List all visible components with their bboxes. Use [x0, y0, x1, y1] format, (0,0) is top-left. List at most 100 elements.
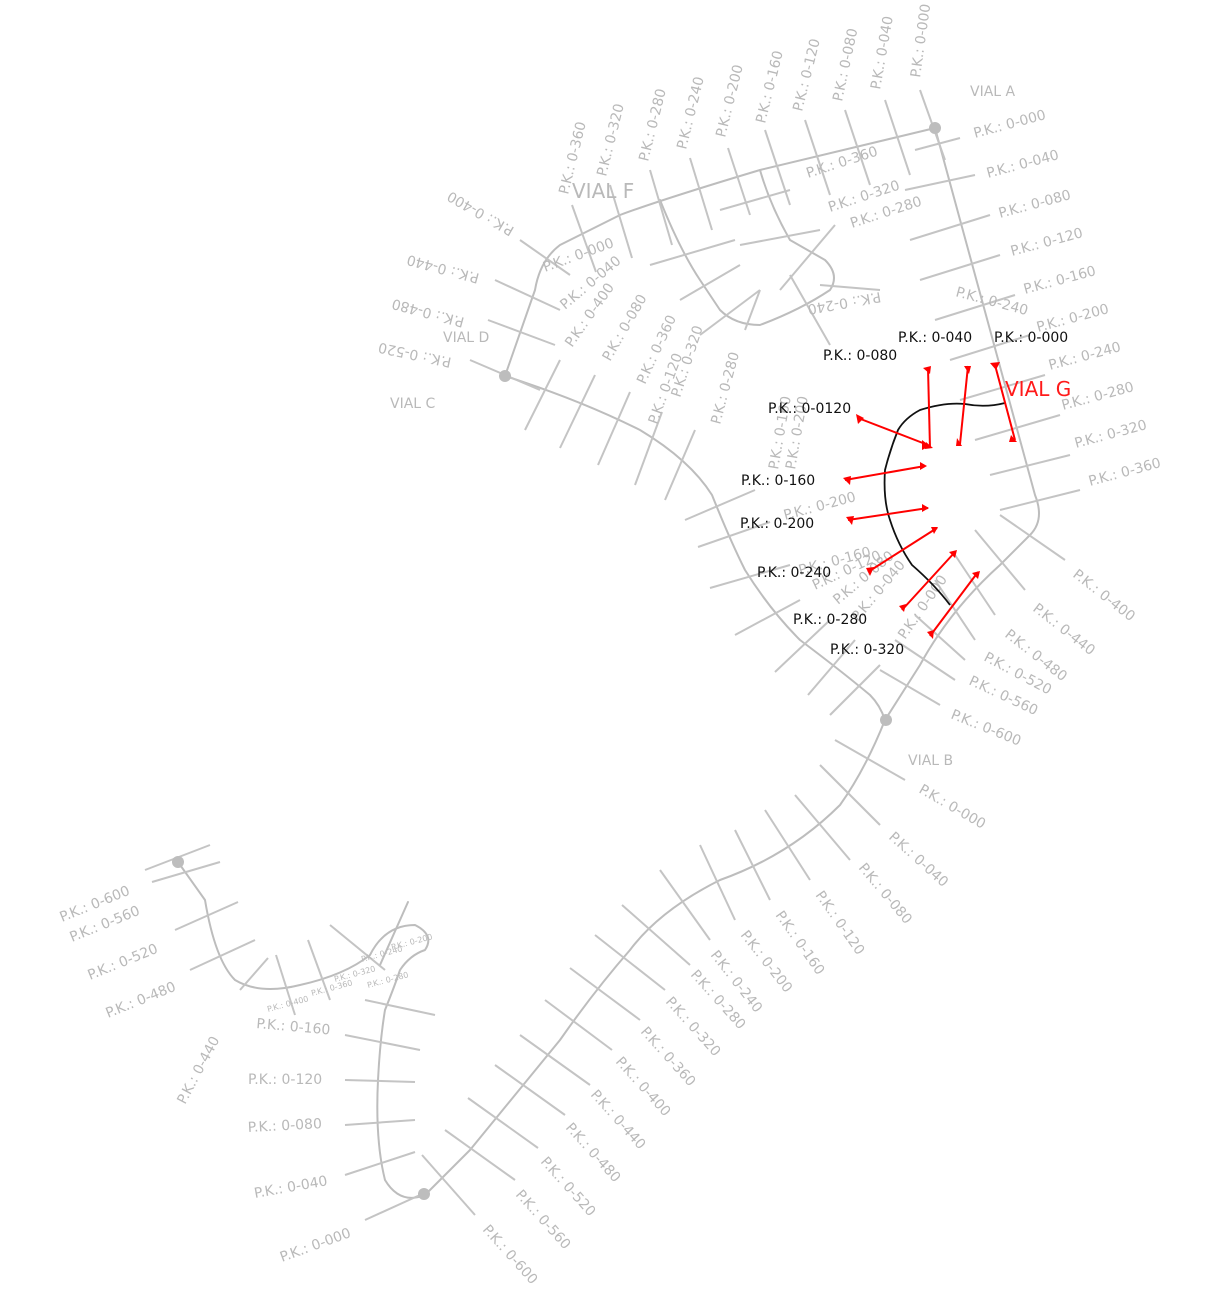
- tick: [804, 119, 831, 196]
- tick: [999, 514, 1066, 561]
- vial-f-top-labels: P.K.: 0-000 P.K.: 0-040 P.K.: 0-080 P.K.…: [556, 3, 934, 196]
- alignment-nodes: [172, 122, 941, 1200]
- tick: [794, 794, 851, 861]
- tick: [727, 147, 751, 216]
- pk-label: P.K.: 0-320: [1073, 417, 1149, 452]
- tick: [421, 1154, 476, 1216]
- pk-label: P.K.: 0-120: [790, 37, 823, 113]
- tick: [544, 999, 613, 1051]
- tick: [275, 954, 296, 1016]
- red-arrow: [846, 516, 854, 525]
- tick: [239, 957, 269, 991]
- pk-label: P.K.: 0-080: [247, 1116, 322, 1136]
- pk-label: P.K.: 0-440: [587, 1087, 649, 1153]
- pk-label: P.K.: 0-160: [256, 1016, 331, 1038]
- pk-label: P.K.: 0-280: [708, 350, 743, 426]
- tick: [174, 901, 239, 931]
- node-vial-b: [880, 714, 892, 726]
- node-vial-c: [499, 370, 511, 382]
- tick: [699, 289, 761, 336]
- pk-label: P.K.: 0-120: [812, 888, 868, 958]
- tick: [914, 614, 966, 661]
- tick: [719, 189, 791, 211]
- red-arrow: [931, 527, 938, 534]
- red-section: [959, 365, 969, 445]
- tick: [819, 284, 881, 291]
- tick: [844, 109, 871, 186]
- pk-label: P.K.: 0-080: [855, 860, 915, 927]
- vial-a-labels: P.K.: 0-000 P.K.: 0-040 P.K.: 0-080 P.K.…: [949, 107, 1163, 749]
- tick: [189, 939, 256, 971]
- red-section: [847, 507, 929, 521]
- tick: [697, 521, 771, 548]
- tick: [597, 391, 631, 466]
- tick: [989, 454, 1071, 476]
- red-section: [929, 571, 979, 637]
- tick: [689, 157, 713, 231]
- tick: [974, 414, 1061, 441]
- tick: [329, 924, 386, 971]
- vial-e-alignment: [177, 861, 430, 1199]
- tick: [649, 239, 736, 266]
- pk-label-g: P.K.: 0-320: [830, 642, 904, 658]
- red-arrow: [899, 604, 906, 612]
- red-section: [994, 364, 1016, 441]
- tick: [494, 279, 561, 311]
- tick: [684, 489, 756, 521]
- pk-label-g: P.K.: 0-280: [793, 612, 867, 628]
- pk-label: P.K.: 0-200: [713, 63, 746, 139]
- pk-label: P.K.: 0-440: [174, 1034, 223, 1107]
- pk-label: P.K.: 0-440: [405, 251, 481, 286]
- pk-label: P.K.: 0-120: [248, 1072, 322, 1088]
- pk-label: P.K.: 0-520: [377, 339, 453, 370]
- tick: [914, 137, 961, 151]
- red-arrow: [920, 462, 927, 470]
- red-arrow: [1009, 435, 1017, 442]
- pk-label: P.K.: 0-040: [985, 147, 1061, 182]
- red-section: [857, 417, 929, 446]
- red-section: [844, 465, 926, 481]
- pk-label: P.K.: 0-120: [1009, 225, 1085, 260]
- red-arrow: [866, 567, 874, 576]
- pk-label: P.K.: 0-240: [674, 75, 707, 151]
- pk-label: P.K.: 0-600: [949, 707, 1024, 750]
- tick: [894, 639, 956, 681]
- tick: [734, 599, 801, 636]
- tick: [559, 374, 596, 449]
- pk-label: P.K.: 0-480: [104, 979, 179, 1022]
- tick: [934, 294, 1016, 321]
- cross-section-ticks: [144, 89, 1081, 1221]
- tick: [569, 967, 641, 1021]
- vial-g-alignment: [883, 402, 1006, 606]
- vial-d-alignment: [659, 169, 835, 326]
- pk-label: P.K.: 0-240: [806, 288, 882, 317]
- pk-label-small: P.K.: 0-400: [266, 994, 309, 1014]
- pk-label: P.K.: 0-000: [278, 1225, 353, 1265]
- road-alignments: [177, 127, 1040, 1199]
- vial-a-name: VIAL A: [970, 84, 1016, 100]
- tick: [344, 1034, 421, 1051]
- red-arrow: [949, 550, 957, 558]
- pk-label: P.K.: 0-000: [972, 107, 1048, 142]
- tick: [879, 669, 941, 706]
- pk-label: P.K.: 0-040: [253, 1173, 329, 1202]
- tick: [819, 764, 881, 826]
- tick: [744, 289, 761, 331]
- pk-label-small: P.K.: 0-200: [390, 932, 433, 952]
- red-section: [901, 551, 956, 611]
- vial-f-alignment: [504, 127, 936, 377]
- pk-label: P.K.: 0-480: [390, 295, 466, 330]
- red-section: [927, 367, 931, 449]
- pk-label: P.K.: 0-480: [562, 1120, 624, 1186]
- tick: [974, 529, 1026, 591]
- tick: [524, 359, 561, 431]
- vial-e-branch: [379, 901, 409, 966]
- tick: [774, 619, 831, 673]
- tick: [344, 1151, 416, 1176]
- tick: [594, 934, 666, 991]
- pk-label: P.K.: 0-520: [537, 1154, 599, 1220]
- pk-label: P.K.: 0-280: [1060, 379, 1136, 414]
- tick: [909, 214, 991, 241]
- pk-label: P.K.: 0-160: [1022, 263, 1098, 298]
- tick: [571, 204, 597, 273]
